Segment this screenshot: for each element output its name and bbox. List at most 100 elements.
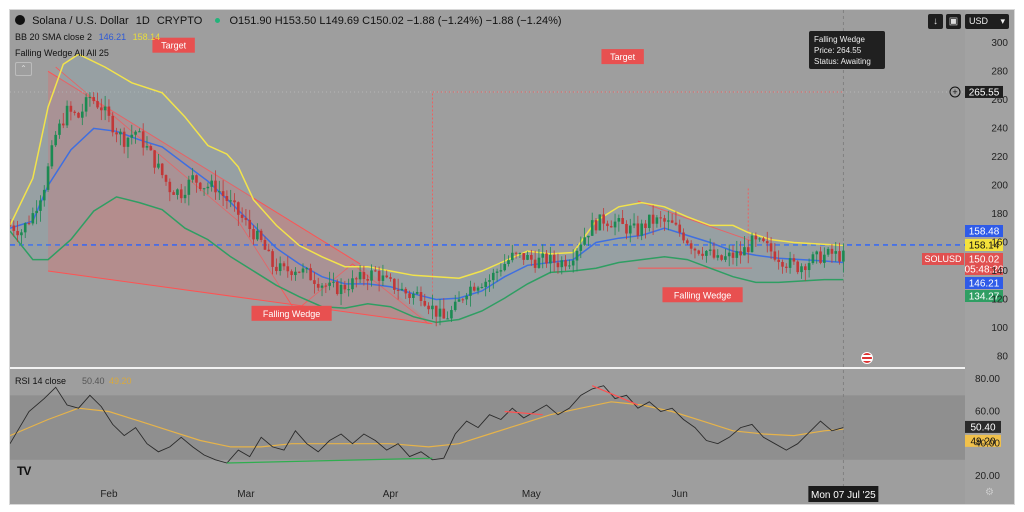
us-flag-icon[interactable]: [861, 352, 873, 364]
candle-body-187: [720, 255, 723, 260]
candle-body-30: [122, 131, 126, 147]
rsi-line: [10, 385, 844, 464]
pane-divider: [10, 367, 1014, 369]
chart-canvas[interactable]: RSI 14 close 50.40 49.20 265.55 158.48 158.1…: [10, 10, 1015, 505]
candle-body-216: [830, 248, 834, 254]
candle-body-150: [579, 244, 583, 251]
download-button[interactable]: ↓: [928, 14, 943, 29]
candle-body-6: [31, 213, 35, 224]
candle-body-167: [644, 223, 647, 229]
price-tick-240: 240: [991, 123, 1008, 134]
candle-body-180: [693, 248, 697, 251]
candle-body-35: [141, 131, 145, 148]
wedge-upper-1: [637, 200, 753, 242]
snapshot-button[interactable]: ▣: [946, 14, 961, 29]
candle-body-47: [187, 179, 191, 195]
candle-body-217: [834, 251, 838, 254]
camera-icon: ▣: [948, 16, 959, 27]
plus-icon: +: [952, 87, 957, 97]
candle-body-59: [233, 200, 236, 203]
candle-body-70: [275, 266, 278, 272]
price-tag-text-265.55: 265.55: [969, 87, 1000, 98]
header-symbol-row: Solana / U.S. Dollar 1D CRYPTO O151.90 H…: [15, 15, 566, 27]
rsi-bear-divergence-2: [591, 385, 639, 406]
candle-body-43: [172, 192, 175, 195]
price-tag-text-158.48: 158.48: [969, 227, 1000, 238]
candle-body-178: [686, 240, 689, 244]
candle-body-218: [838, 251, 841, 262]
settings-icon[interactable]: ⚙: [985, 487, 994, 498]
candle-body-75: [294, 271, 297, 276]
candle-body-78: [305, 268, 309, 270]
candle-body-205: [788, 258, 792, 268]
candle-body-50: [198, 182, 202, 190]
candle-body-116: [450, 310, 453, 319]
candle-body-130: [503, 263, 506, 271]
candle-body-113: [438, 308, 442, 317]
candle-body-100: [389, 277, 392, 279]
candle-body-164: [632, 223, 636, 226]
candle-body-117: [453, 301, 457, 311]
wedge-legend[interactable]: Falling Wedge All All 25: [15, 48, 109, 58]
candle-body-122: [472, 286, 476, 291]
candle-body-160: [617, 218, 621, 222]
rsi-ma-tag: [965, 434, 1001, 447]
price-tag-text-146.21: 146.21: [969, 279, 1000, 290]
candle-body-19: [81, 111, 84, 118]
annotation-text-2: Target: [610, 52, 636, 62]
tooltip-price: Price: 264.55: [814, 46, 862, 55]
candle-body-21: [88, 97, 92, 99]
candle-body-40: [160, 163, 164, 176]
candle-body-155: [598, 214, 602, 231]
candle-body-28: [115, 132, 118, 135]
symbol-name[interactable]: Solana / U.S. Dollar: [32, 15, 129, 27]
candle-body-85: [332, 281, 335, 283]
candle-body-137: [530, 254, 533, 260]
candle-body-67: [263, 239, 267, 250]
price-tag-text-134.27: 134.27: [969, 292, 1000, 303]
candle-body-170: [655, 217, 659, 224]
chart-window: RSI 14 close 50.40 49.20 265.55 158.48 158.1…: [9, 9, 1015, 505]
price-tick-200: 200: [991, 180, 1008, 191]
bb-upper-line: [10, 53, 844, 279]
wedge-upper-0: [47, 70, 361, 265]
candle-body-36: [145, 146, 149, 148]
candle-body-211: [811, 254, 815, 264]
candle-body-118: [457, 299, 461, 302]
candle-body-194: [746, 247, 750, 253]
price-tag-150.02: [965, 253, 1003, 265]
price-tick-180: 180: [991, 209, 1008, 220]
currency-selector[interactable]: USD ▾: [965, 14, 1009, 29]
candle-body-196: [754, 235, 758, 240]
candle-body-39: [157, 163, 160, 168]
candle-body-105: [408, 293, 411, 298]
candle-body-141: [545, 253, 548, 264]
candle-body-104: [404, 288, 408, 294]
candle-body-131: [507, 260, 510, 264]
candle-body-166: [640, 223, 643, 236]
candle-body-151: [583, 237, 586, 245]
candle-body-162: [625, 223, 628, 234]
month-tick-apr: Apr: [383, 489, 399, 500]
tradingview-logo-icon: TV: [17, 464, 31, 478]
candle-body-102: [396, 289, 400, 291]
bb-legend[interactable]: BB 20 SMA close 2 146.21 158.14: [15, 32, 164, 42]
rsi-tick-40: 40.00: [975, 439, 1000, 450]
candle-body-219: [842, 250, 845, 262]
candle-body-17: [73, 111, 76, 113]
candle-body-153: [590, 220, 594, 236]
candle-body-158: [609, 226, 613, 228]
price-tick-280: 280: [991, 66, 1008, 77]
candle-body-210: [807, 263, 811, 271]
candle-body-115: [446, 318, 449, 320]
candle-body-41: [164, 175, 168, 182]
candle-body-64: [252, 229, 255, 240]
candle-body-54: [214, 180, 217, 193]
candle-body-83: [324, 285, 328, 287]
candle-body-25: [103, 106, 107, 111]
candle-body-191: [735, 251, 739, 258]
collapse-legend-button[interactable]: ⌃: [15, 62, 32, 76]
candle-body-10: [46, 166, 50, 190]
candle-body-82: [320, 285, 324, 288]
interval[interactable]: 1D: [135, 15, 150, 27]
